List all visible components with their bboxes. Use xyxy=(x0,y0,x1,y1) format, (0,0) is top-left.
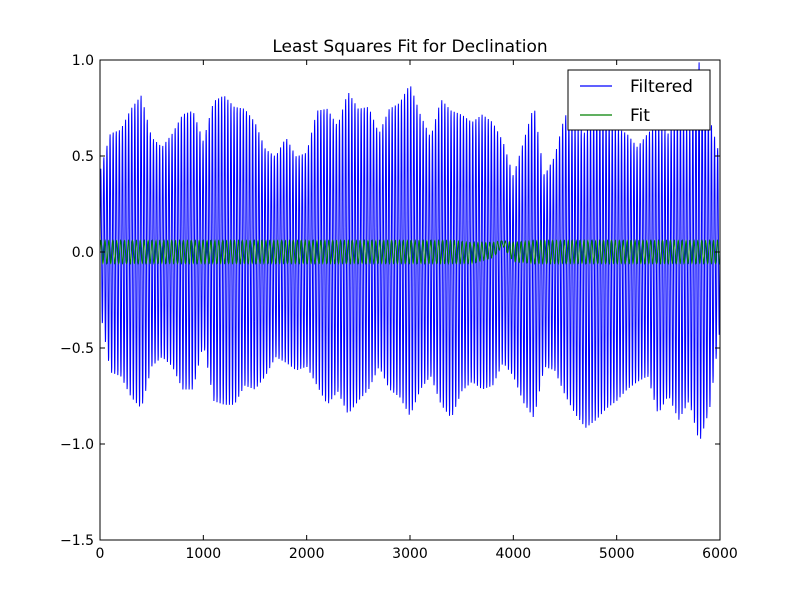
x-tick-label: 2000 xyxy=(289,546,325,562)
y-tick-label: −1.0 xyxy=(60,437,94,453)
legend-label-fit: Fit xyxy=(630,106,650,126)
y-tick-label: −0.5 xyxy=(60,341,94,357)
x-tick-label: 6000 xyxy=(702,546,738,562)
y-tick-label: 0.0 xyxy=(72,245,94,261)
x-tick-label: 1000 xyxy=(186,546,222,562)
legend-frame xyxy=(567,69,711,131)
legend-label-filtered: Filtered xyxy=(630,77,693,97)
y-tick-label: 1.0 xyxy=(72,53,94,69)
chart-title: Least Squares Fit for Declination xyxy=(272,37,547,57)
x-tick-label: 0 xyxy=(96,546,105,562)
legend: Filtered Fit xyxy=(567,69,711,131)
series-line-fit xyxy=(99,239,721,265)
y-tick-label: 0.5 xyxy=(72,149,94,165)
series-layer xyxy=(99,62,721,439)
x-tick-label: 4000 xyxy=(496,546,532,562)
x-tick-label: 3000 xyxy=(392,546,428,562)
x-tick-label: 5000 xyxy=(599,546,635,562)
ticks-layer: 0 1000 2000 3000 4000 5000 6000 −1.5 −1.0 −0.5 0.0… xyxy=(60,53,738,562)
y-tick-label: −1.5 xyxy=(60,533,94,549)
